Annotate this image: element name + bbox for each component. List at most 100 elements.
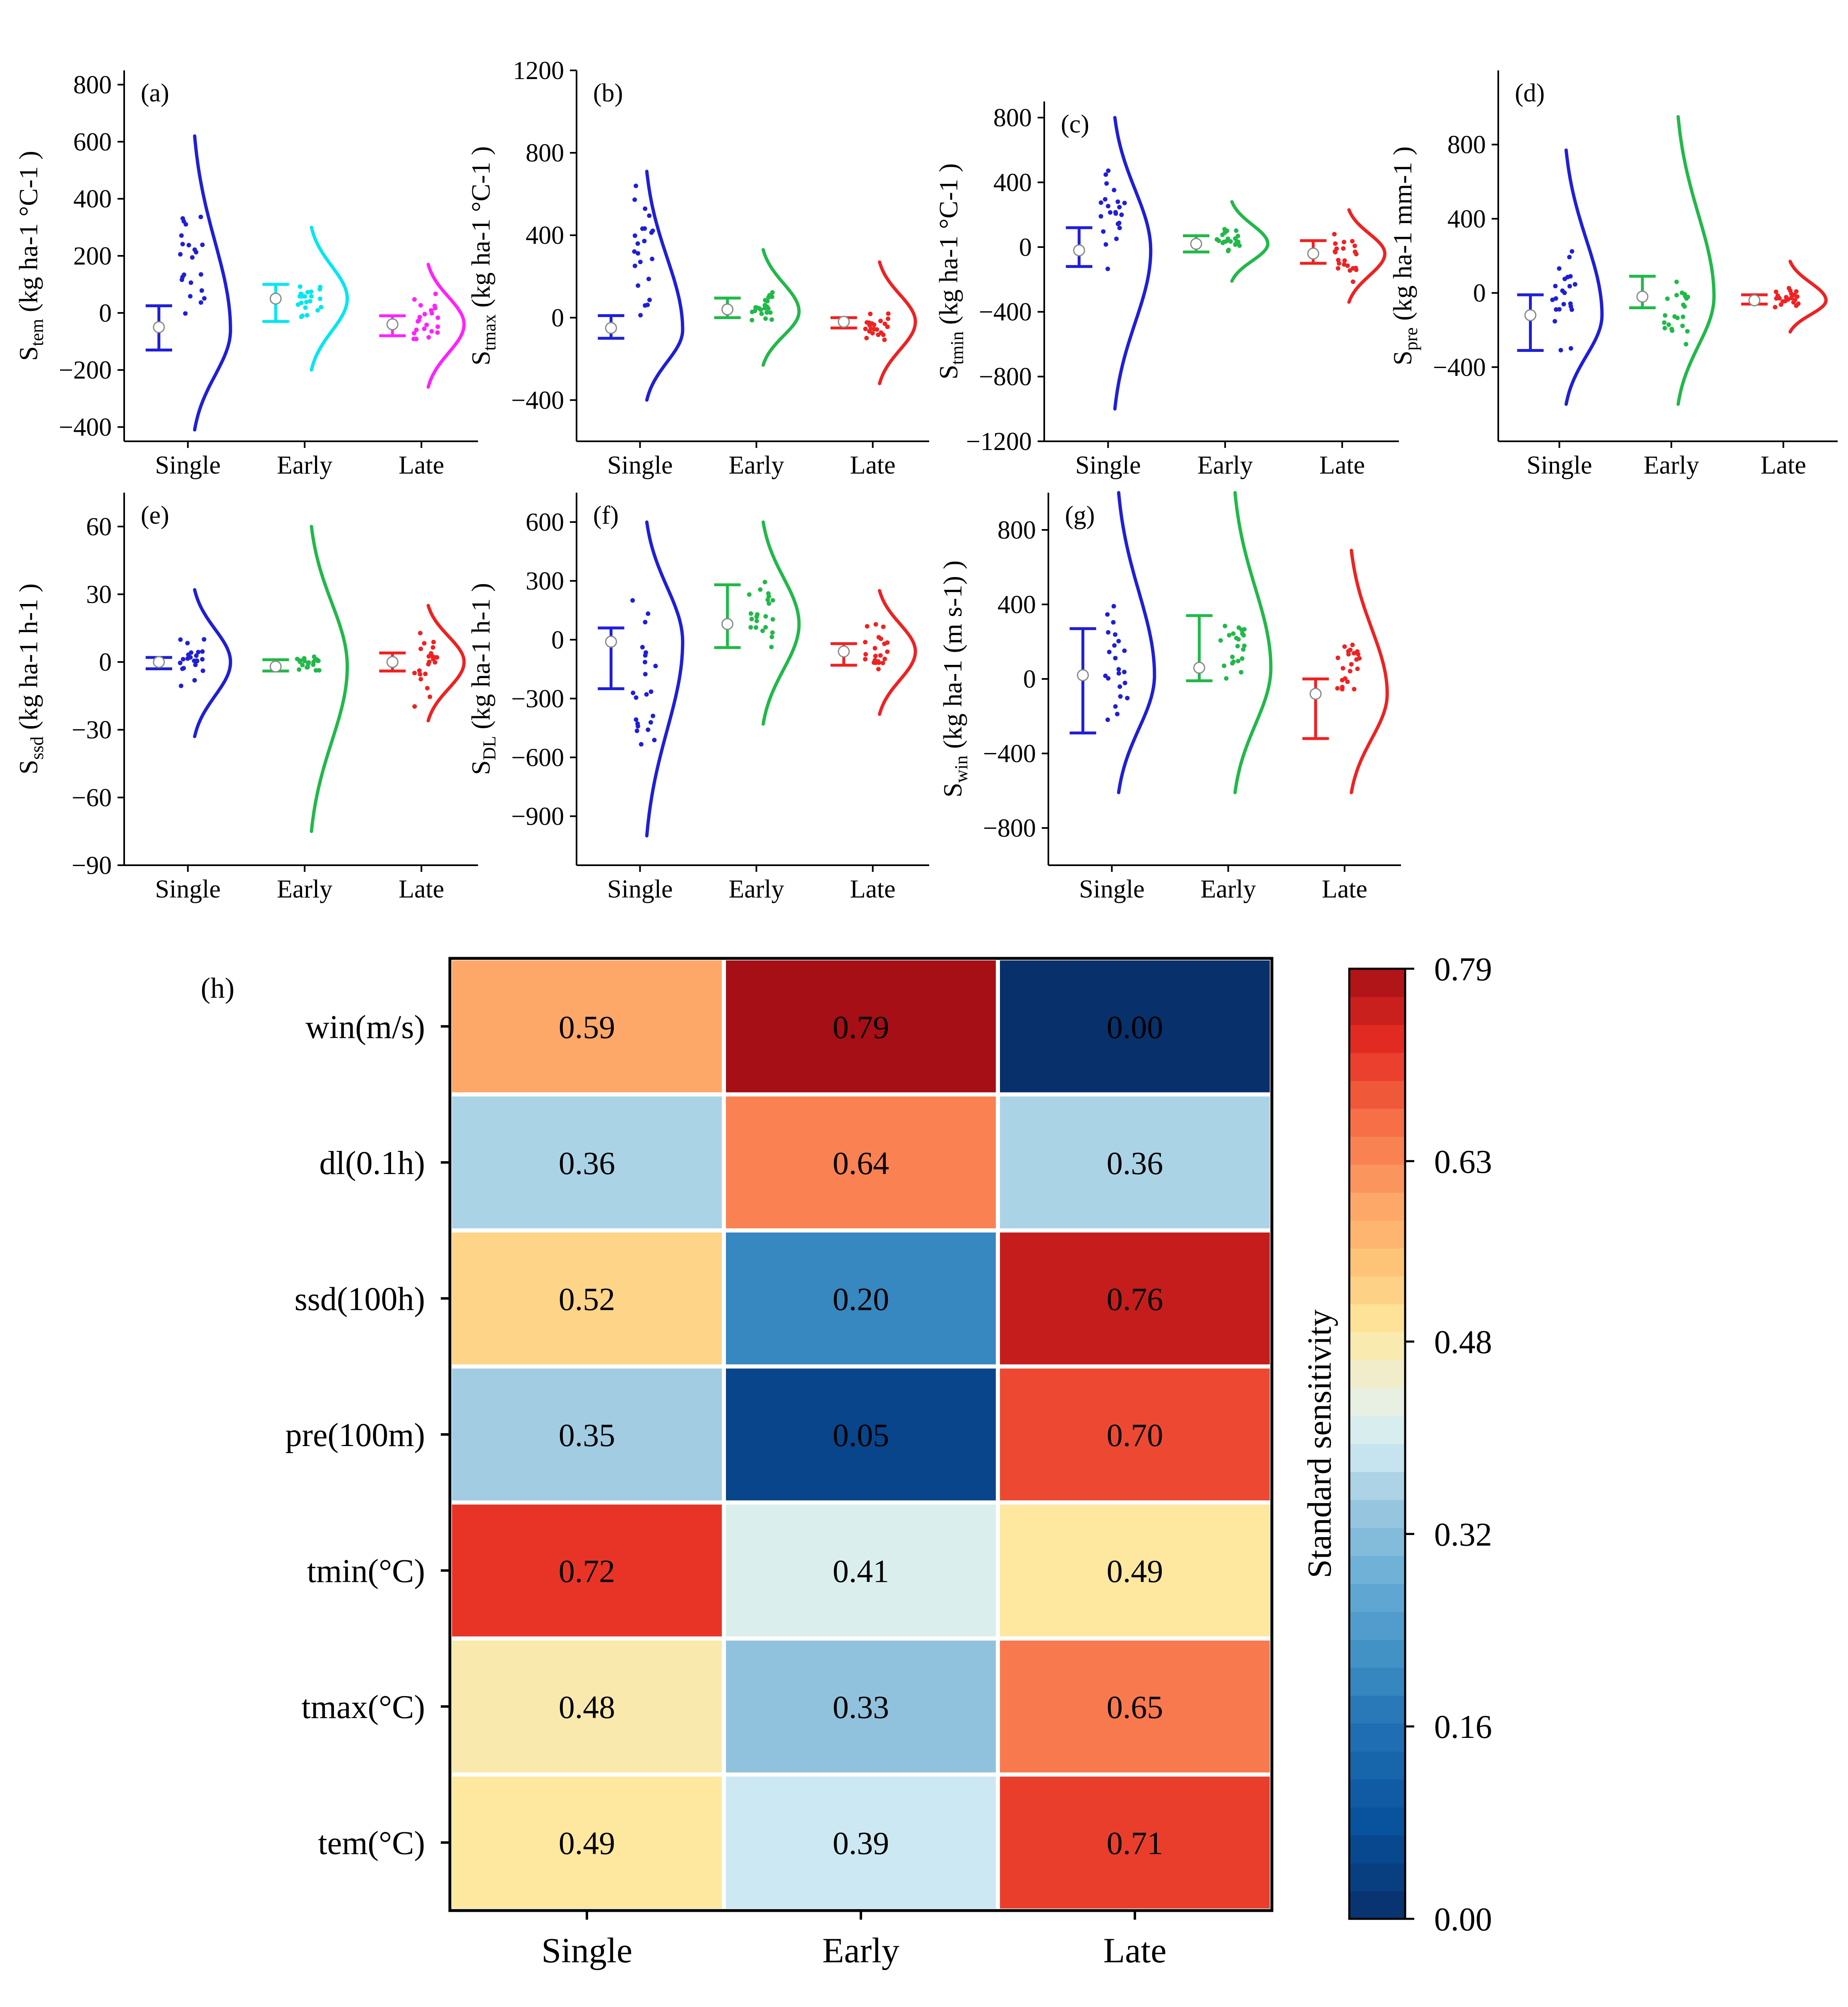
data-point — [748, 625, 753, 630]
data-point — [1670, 328, 1675, 333]
colorbar-segment — [1349, 1723, 1405, 1752]
x-tick-label: Early — [277, 451, 332, 479]
mean-marker — [269, 292, 282, 305]
data-point — [1786, 286, 1791, 291]
data-point — [1107, 650, 1112, 655]
data-point — [755, 612, 760, 617]
data-point — [200, 242, 205, 247]
data-point — [1778, 302, 1783, 307]
data-point — [1354, 252, 1359, 257]
data-point — [178, 637, 183, 642]
mean-marker — [1073, 244, 1085, 257]
y-tick-label: 400 — [993, 168, 1032, 197]
y-axis-label: Sssd (kg ha-1 h-1 ) — [14, 583, 47, 775]
x-tick-label: Late — [850, 875, 896, 903]
mean-marker — [838, 315, 850, 328]
data-point — [638, 313, 643, 318]
data-point — [1557, 307, 1562, 312]
data-point — [1104, 181, 1109, 186]
data-point — [1336, 261, 1341, 266]
heatmap-cell — [1000, 1232, 1270, 1364]
mean-marker — [153, 321, 165, 333]
data-point — [196, 650, 201, 655]
data-point — [1557, 266, 1562, 271]
data-point — [195, 659, 199, 664]
data-point — [1573, 282, 1577, 287]
y-tick-label: 800 — [73, 71, 112, 99]
data-point — [1230, 655, 1235, 659]
data-point — [1230, 661, 1235, 666]
data-point — [1242, 627, 1247, 632]
y-tick-label: 400 — [526, 221, 564, 250]
row-label: win(m/s) — [305, 1009, 425, 1045]
colorbar-tick-label: 0.48 — [1434, 1324, 1492, 1361]
y-tick-label: 0 — [1019, 233, 1032, 262]
x-tick-label: Early — [277, 875, 332, 903]
data-point — [754, 625, 758, 630]
y-tick-label: −400 — [979, 298, 1032, 326]
data-point — [1240, 631, 1245, 636]
colorbar-segment — [1349, 1052, 1405, 1081]
data-point — [873, 654, 878, 658]
data-point — [179, 683, 183, 688]
mean-marker — [386, 656, 399, 668]
y-tick-label: 600 — [526, 508, 564, 537]
data-point — [411, 337, 416, 342]
data-point — [192, 678, 197, 683]
data-point — [636, 283, 640, 288]
x-tick-label: Single — [155, 451, 221, 479]
colorbar-frame — [1348, 967, 1406, 1920]
cell-value-label: 0.70 — [1107, 1417, 1163, 1453]
cell-value-label: 0.49 — [559, 1825, 615, 1861]
data-point — [644, 692, 649, 697]
data-point — [1342, 644, 1347, 649]
data-point — [199, 272, 204, 277]
data-point — [198, 214, 203, 219]
group-early — [1186, 491, 1273, 794]
data-point — [317, 668, 322, 673]
data-point — [1231, 631, 1236, 636]
data-point — [1343, 676, 1348, 681]
colorbar-segment — [1349, 1555, 1405, 1584]
colorbar-tick-label: 0.63 — [1434, 1144, 1492, 1180]
y-tick-label: 0 — [99, 648, 112, 676]
cell-value-label: 0.41 — [833, 1553, 889, 1589]
data-point — [1119, 212, 1124, 217]
colorbar-segment — [1349, 1472, 1405, 1500]
data-point — [1122, 681, 1127, 686]
data-point — [1789, 291, 1794, 296]
data-point — [1103, 674, 1108, 678]
mean-marker — [838, 645, 850, 658]
data-point — [1680, 290, 1685, 295]
data-point — [433, 306, 437, 310]
heatmap-cell — [452, 960, 722, 1093]
cell-value-label: 0.39 — [833, 1825, 889, 1861]
row-label: ssd(100h) — [294, 1281, 425, 1317]
data-point — [770, 290, 775, 295]
distribution-curve — [1230, 200, 1270, 283]
distribution-curve — [762, 248, 801, 367]
group-single — [598, 520, 685, 837]
data-point — [431, 640, 436, 645]
data-point — [769, 635, 774, 639]
mean-marker — [1748, 294, 1761, 307]
data-point — [1791, 300, 1796, 305]
colorbar-segment — [1349, 1751, 1405, 1780]
data-point — [1784, 295, 1789, 300]
data-point — [1350, 643, 1355, 647]
panel-label: (e) — [141, 501, 169, 529]
cell-value-label: 0.36 — [1107, 1145, 1163, 1181]
data-point — [1345, 679, 1350, 684]
colorbar-segment — [1349, 1528, 1405, 1556]
data-point — [1352, 687, 1357, 692]
data-point — [647, 213, 652, 218]
data-point — [304, 300, 309, 305]
data-point — [416, 319, 421, 324]
group-early — [262, 226, 349, 372]
data-point — [763, 625, 768, 630]
colorbar-segment — [1349, 1025, 1405, 1053]
y-tick-label: −60 — [72, 784, 112, 812]
data-point — [200, 649, 205, 654]
data-point — [1684, 342, 1689, 347]
cell-value-label: 0.49 — [1107, 1553, 1163, 1589]
